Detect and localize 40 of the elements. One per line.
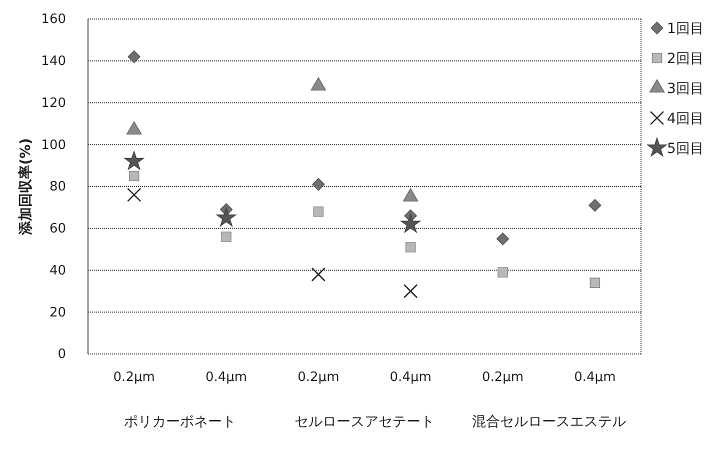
- legend-label: 3回目: [667, 81, 704, 97]
- point: [312, 178, 325, 191]
- y-tick-label: 120: [41, 96, 66, 111]
- x-tick-label: 0.2μm: [298, 370, 340, 386]
- point: [498, 267, 508, 278]
- text: 混合セルロースエステル: [472, 414, 626, 430]
- point: [126, 188, 142, 202]
- point: [313, 206, 324, 217]
- point: [221, 232, 232, 242]
- y-tick-label: 80: [49, 180, 66, 195]
- x-tick-label: 0.4μm: [390, 370, 432, 386]
- x-tick-label: 0.4μm: [574, 370, 616, 386]
- y-tick-label: 40: [49, 263, 66, 278]
- y-tick-label: 100: [41, 138, 66, 153]
- point: [588, 199, 602, 212]
- point: [590, 278, 600, 288]
- legend-label: 2回目: [667, 51, 704, 67]
- point: [400, 214, 420, 233]
- point: [403, 284, 418, 298]
- x-tick-label: 0.4μm: [205, 370, 248, 386]
- text: セルロースアセテート: [294, 414, 434, 430]
- y-tick-label: 20: [49, 305, 66, 320]
- point: [128, 170, 140, 182]
- text: ポリカーボネート: [124, 414, 236, 430]
- y-tick-label: 60: [49, 222, 66, 237]
- legend-label: 4回目: [667, 111, 704, 127]
- y-tick-label: 140: [41, 54, 66, 70]
- point: [311, 267, 326, 282]
- point: [496, 232, 510, 246]
- point: [124, 151, 144, 170]
- y-tick-label: 160: [41, 12, 66, 28]
- x-tick-label: 0.2μm: [482, 370, 524, 386]
- point: [405, 242, 416, 252]
- legend-label: 5回目: [667, 141, 704, 157]
- y-tick-label: 0: [58, 347, 66, 362]
- y-axis-title: 添加回収率(%): [17, 138, 34, 236]
- legend-label: 1回目: [667, 21, 704, 37]
- x-tick-label: 0.2μm: [113, 370, 155, 386]
- point: [216, 208, 236, 226]
- point: [128, 50, 140, 64]
